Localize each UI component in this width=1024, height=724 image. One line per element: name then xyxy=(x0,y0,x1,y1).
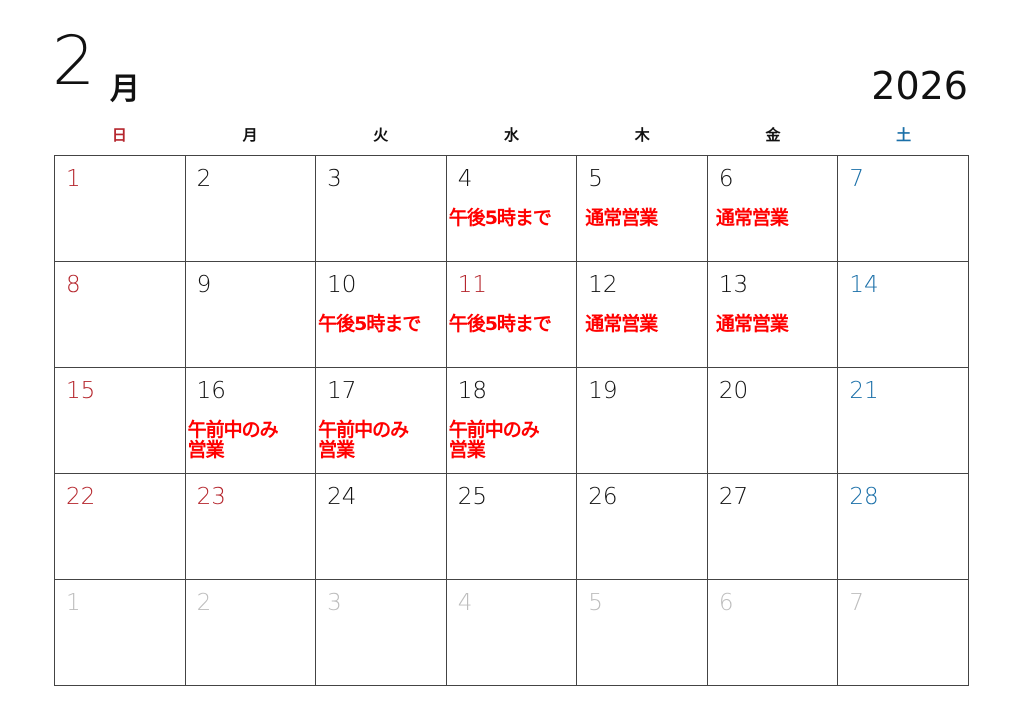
day-number: 7 xyxy=(849,166,865,192)
day-number: 12 xyxy=(588,272,618,298)
day-number: 24 xyxy=(327,484,357,510)
day-cell: 23 xyxy=(185,474,317,580)
day-cell: 26 xyxy=(577,474,708,580)
day-number: 15 xyxy=(66,378,96,404)
business-hours-note: 通常営業 xyxy=(715,207,789,229)
day-number: 17 xyxy=(327,378,357,404)
month-number: 2 xyxy=(52,22,96,101)
day-cell: 28 xyxy=(838,474,969,580)
day-number: 23 xyxy=(196,484,226,510)
day-number: 3 xyxy=(327,590,342,616)
day-number: 7 xyxy=(849,590,865,616)
day-cell: 11 午後5時まで xyxy=(446,262,578,368)
day-number: 21 xyxy=(849,378,879,404)
day-cell: 1 xyxy=(55,156,186,262)
day-number: 5 xyxy=(588,166,603,192)
day-cell: 4 午後5時まで xyxy=(446,156,578,262)
day-cell: 2 xyxy=(185,580,317,686)
day-cell: 18 午前中のみ 営業 xyxy=(446,368,578,474)
business-hours-note: 午後5時まで xyxy=(448,207,552,229)
day-number: 8 xyxy=(66,272,81,298)
business-hours-note: 通常営業 xyxy=(715,313,789,335)
day-number: 1 xyxy=(66,590,81,616)
business-hours-note: 午後5時まで xyxy=(318,313,421,335)
day-cell: 7 xyxy=(838,580,969,686)
day-cell: 22 xyxy=(55,474,186,580)
day-cell: 25 xyxy=(446,474,578,580)
day-cell: 3 xyxy=(316,580,447,686)
day-cell: 6 xyxy=(707,580,839,686)
business-hours-note: 通常営業 xyxy=(585,313,658,335)
day-number: 10 xyxy=(327,272,357,298)
day-cell: 5 通常営業 xyxy=(577,156,708,262)
weekday-label: 木 xyxy=(634,126,650,144)
day-cell: 1 xyxy=(55,580,186,686)
day-cell: 5 xyxy=(577,580,708,686)
year-label: 2026 xyxy=(871,64,968,108)
day-cell: 10 午後5時まで xyxy=(316,262,447,368)
weekday-label: 月 xyxy=(242,126,258,144)
day-cell: 6 通常営業 xyxy=(707,156,839,262)
day-cell: 27 xyxy=(707,474,839,580)
day-number: 2 xyxy=(196,166,212,192)
day-number: 2 xyxy=(196,590,212,616)
day-number: 26 xyxy=(588,484,618,510)
day-cell: 16 午前中のみ 営業 xyxy=(185,368,317,474)
day-number: 25 xyxy=(457,484,487,510)
calendar-grid: 1 2 3 4 午後5時まで 5 通常営業 6 通常営業 7 8 9 10 午後5時まで 11 午後5時まで 1… xyxy=(54,155,969,686)
day-number: 13 xyxy=(718,272,749,298)
day-cell: 17 午前中のみ 営業 xyxy=(316,368,447,474)
day-cell: 2 xyxy=(185,156,317,262)
weekday-label: 土 xyxy=(896,126,912,144)
day-cell: 12 通常営業 xyxy=(577,262,708,368)
day-number: 4 xyxy=(457,590,473,616)
weekday-label: 水 xyxy=(504,126,520,144)
day-number: 18 xyxy=(457,378,487,404)
day-number: 14 xyxy=(849,272,879,298)
day-cell: 8 xyxy=(55,262,186,368)
business-hours-note: 午前中のみ 営業 xyxy=(187,419,279,461)
day-number: 4 xyxy=(457,166,473,192)
day-number: 27 xyxy=(718,484,749,510)
day-number: 6 xyxy=(718,590,734,616)
day-number: 19 xyxy=(588,378,618,404)
day-number: 6 xyxy=(718,166,734,192)
weekday-label: 火 xyxy=(373,126,389,144)
business-hours-note: 通常営業 xyxy=(585,207,658,229)
month-label: 月 xyxy=(110,72,140,107)
day-number: 5 xyxy=(588,590,603,616)
day-number: 9 xyxy=(196,272,212,298)
day-number: 28 xyxy=(849,484,879,510)
day-number: 22 xyxy=(66,484,96,510)
day-number: 1 xyxy=(66,166,81,192)
day-cell: 20 xyxy=(707,368,839,474)
day-cell: 19 xyxy=(577,368,708,474)
day-cell: 21 xyxy=(838,368,969,474)
day-cell: 24 xyxy=(316,474,447,580)
business-hours-note: 午前中のみ 営業 xyxy=(448,419,540,461)
day-cell: 3 xyxy=(316,156,447,262)
weekday-header: 日月火水木金土 xyxy=(54,124,969,145)
business-hours-note: 午後5時まで xyxy=(448,313,552,335)
day-cell: 4 xyxy=(446,580,578,686)
day-number: 11 xyxy=(457,272,487,298)
weekday-label: 日 xyxy=(111,126,127,144)
day-cell: 14 xyxy=(838,262,969,368)
day-cell: 7 xyxy=(838,156,969,262)
day-number: 16 xyxy=(196,378,226,404)
day-cell: 13 通常営業 xyxy=(707,262,839,368)
day-number: 20 xyxy=(718,378,749,404)
business-hours-note: 午前中のみ 営業 xyxy=(318,419,409,461)
day-number: 3 xyxy=(327,166,342,192)
day-cell: 9 xyxy=(185,262,317,368)
weekday-label: 金 xyxy=(765,126,781,144)
day-cell: 15 xyxy=(55,368,186,474)
